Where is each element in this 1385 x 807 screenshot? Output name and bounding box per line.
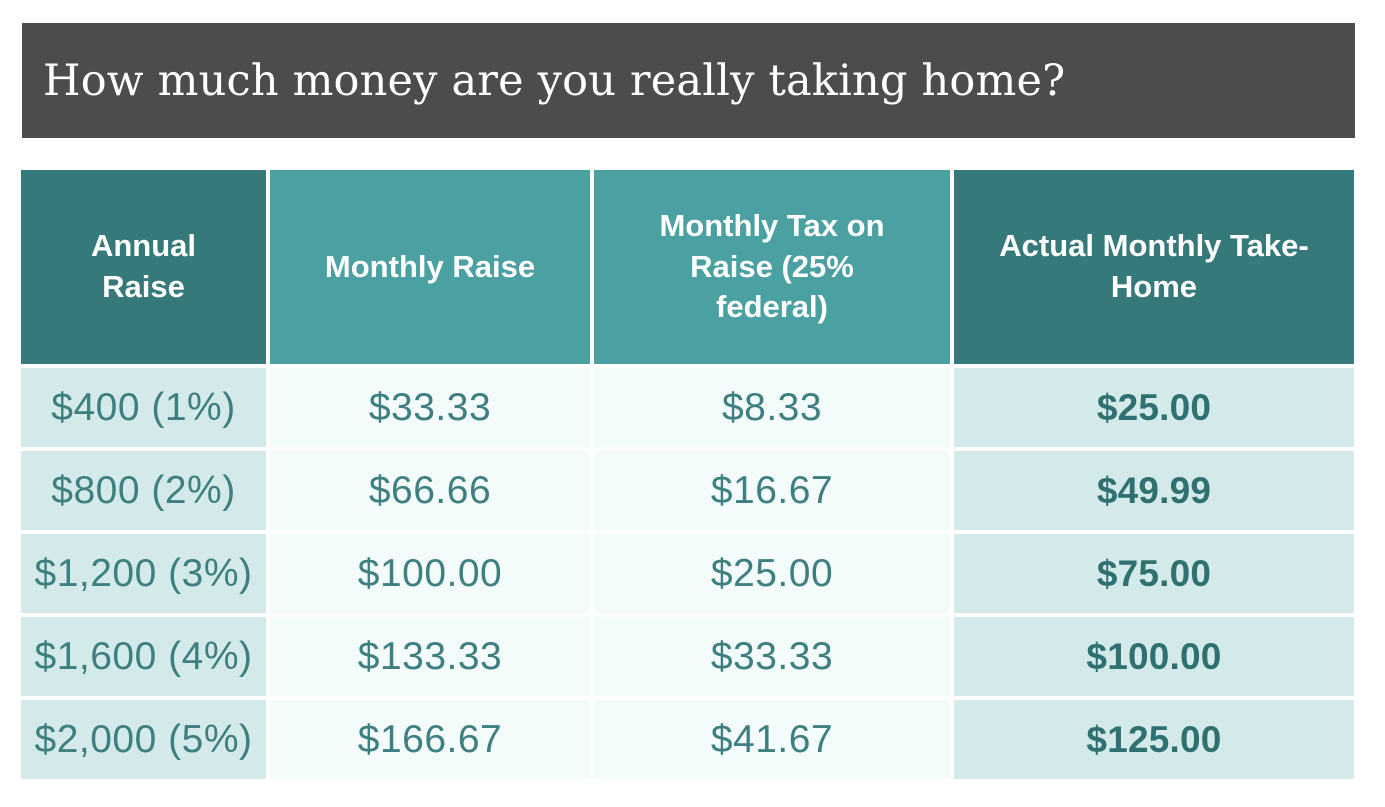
raise-table: Annual Raise Monthly Raise Monthly Tax o…	[21, 170, 1354, 779]
cell-monthly-raise: $100.00	[270, 534, 590, 613]
column-header-monthly-raise: Monthly Raise	[270, 170, 590, 364]
cell-take-home: $125.00	[954, 700, 1354, 779]
cell-annual-raise: $400 (1%)	[21, 368, 266, 447]
cell-monthly-tax: $33.33	[594, 617, 950, 696]
cell-annual-raise: $2,000 (5%)	[21, 700, 266, 779]
cell-take-home: $100.00	[954, 617, 1354, 696]
cell-monthly-tax: $8.33	[594, 368, 950, 447]
cell-annual-raise: $1,200 (3%)	[21, 534, 266, 613]
cell-annual-raise: $1,600 (4%)	[21, 617, 266, 696]
cell-take-home: $75.00	[954, 534, 1354, 613]
cell-take-home: $49.99	[954, 451, 1354, 530]
column-header-monthly-tax: Monthly Tax on Raise (25% federal)	[594, 170, 950, 364]
cell-monthly-raise: $133.33	[270, 617, 590, 696]
title-bar: How much money are you really taking hom…	[22, 23, 1355, 138]
column-header-annual-raise: Annual Raise	[21, 170, 266, 364]
cell-monthly-tax: $25.00	[594, 534, 950, 613]
page-title: How much money are you really taking hom…	[43, 55, 1066, 106]
column-header-take-home: Actual Monthly Take-Home	[954, 170, 1354, 364]
cell-monthly-raise: $66.66	[270, 451, 590, 530]
cell-monthly-raise: $33.33	[270, 368, 590, 447]
cell-monthly-tax: $41.67	[594, 700, 950, 779]
cell-monthly-raise: $166.67	[270, 700, 590, 779]
cell-annual-raise: $800 (2%)	[21, 451, 266, 530]
cell-monthly-tax: $16.67	[594, 451, 950, 530]
cell-take-home: $25.00	[954, 368, 1354, 447]
